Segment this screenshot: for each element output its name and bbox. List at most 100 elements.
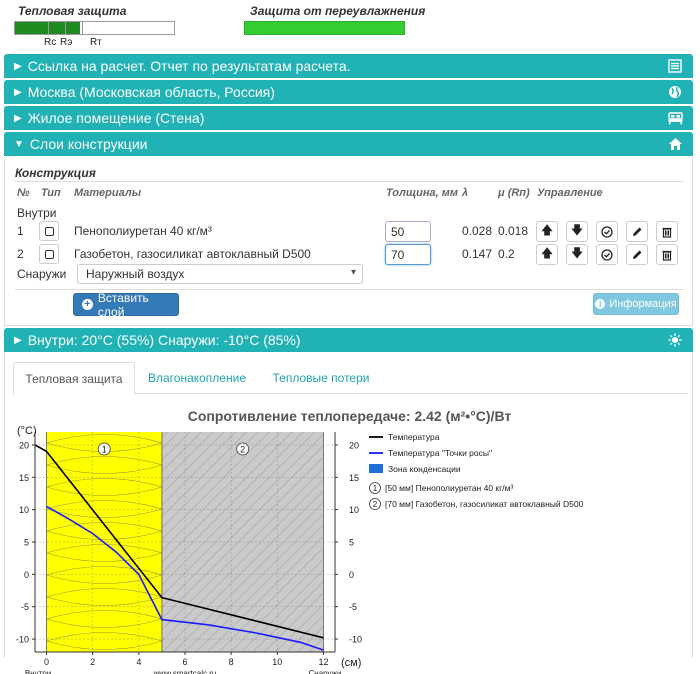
- move-up-button[interactable]: 🡅: [536, 244, 558, 265]
- insert-layer-button[interactable]: + Вставить слой: [73, 290, 179, 319]
- move-down-button[interactable]: 🡇: [566, 221, 588, 242]
- inside-caption: Внутри: [25, 669, 51, 674]
- y-tick-label-right: 10: [349, 505, 359, 515]
- dew-point-line: [46, 505, 324, 651]
- move-down-button[interactable]: 🡇: [566, 244, 588, 265]
- info-circle-icon: i: [595, 299, 606, 309]
- thermal-protection-fill: [15, 22, 81, 34]
- legend-layer-label: [70 мм] Газобетон, газосиликат автоклавн…: [385, 499, 584, 509]
- y-tick-label-left: 20: [19, 440, 29, 450]
- trash-icon: [662, 227, 672, 238]
- x-tick-label: 0: [44, 657, 49, 667]
- accordion-label: Ссылка на расчет. Отчет по результатам р…: [27, 58, 351, 74]
- info-label: Информация: [609, 298, 677, 310]
- header-materials: Материалы: [74, 187, 142, 199]
- check-button[interactable]: [596, 244, 618, 265]
- layer-thickness-input[interactable]: 70: [385, 244, 431, 265]
- caret-right-icon: ▶: [14, 86, 22, 98]
- legend-layer-label: [50 мм] Пенополиуретан 40 кг/м³: [385, 483, 513, 493]
- chart-title: Сопротивление теплопередаче: 2.42 (м²•°C…: [187, 408, 512, 424]
- caret-down-icon: ▼: [14, 138, 24, 150]
- insulation-wave: [46, 566, 163, 584]
- delete-button[interactable]: [656, 221, 678, 242]
- insert-layer-label: Вставить слой: [97, 290, 149, 319]
- accordion-room[interactable]: ▶ Жилое помещение (Стена): [4, 106, 693, 130]
- tab-moisture[interactable]: Влагонакопление: [147, 371, 246, 385]
- bed-icon: [667, 110, 683, 126]
- edit-button[interactable]: [626, 244, 648, 265]
- y-tick-label-right: -5: [349, 602, 357, 612]
- x-tick-label: 2: [90, 657, 95, 667]
- layer-num: 2: [17, 247, 24, 261]
- legend-swatch: [369, 464, 383, 473]
- inside-label: Внутри: [17, 206, 57, 220]
- thermal-protection-title: Тепловая защита: [18, 4, 127, 18]
- accordion-report-link[interactable]: ▶ Ссылка на расчет. Отчет по результатам…: [4, 54, 693, 78]
- caret-right-icon: ▶: [14, 60, 22, 72]
- trash-icon: [662, 250, 672, 261]
- accordion-label: Слои конструкции: [29, 136, 148, 152]
- layer-type-button[interactable]: [39, 221, 59, 241]
- layer-thickness-input[interactable]: 50: [385, 221, 431, 242]
- layer-number-label: 2: [240, 445, 245, 455]
- y-tick-label-left: 10: [19, 505, 29, 515]
- legend-label: Температура: [388, 432, 440, 442]
- square-icon: [44, 249, 54, 259]
- sun-icon: [667, 332, 683, 348]
- edit-button[interactable]: [626, 221, 648, 242]
- bar-tick: [65, 22, 66, 34]
- info-button[interactable]: i Информация: [593, 293, 679, 315]
- list-icon: [667, 58, 683, 74]
- delete-button[interactable]: [656, 244, 678, 265]
- insulation-wave: [46, 632, 163, 650]
- move-up-button[interactable]: 🡅: [536, 221, 558, 242]
- rc-label: Rc: [44, 37, 57, 48]
- check-button[interactable]: [596, 221, 618, 242]
- header-num: №: [17, 187, 30, 199]
- site-caption: www.smartcalc.ru: [153, 669, 217, 674]
- temperature-line: [34, 444, 324, 639]
- legend-label: Зона конденсации: [388, 464, 461, 474]
- square-icon: [44, 226, 54, 236]
- rt-label: Rт: [90, 37, 102, 48]
- y-tick-label-left: -10: [16, 635, 29, 645]
- layer-number-circle: [97, 442, 111, 456]
- insulation-wave: [46, 610, 163, 628]
- y-tick-label-right: 0: [349, 570, 354, 580]
- outside-label: Снаружи: [17, 267, 67, 281]
- tab-heat-loss[interactable]: Тепловые потери: [272, 371, 370, 385]
- accordion-layers[interactable]: ▼ Слои конструкции: [4, 132, 693, 156]
- legend-label: Температура "Точки росы": [388, 448, 492, 458]
- divider: [15, 181, 684, 182]
- y-tick-label-left: 0: [24, 570, 29, 580]
- construction-panel: Конструкция № Тип Материалы Толщина, мм …: [4, 158, 693, 326]
- accordion-climate[interactable]: ▶ Внутри: 20°C (55%) Снаружи: -10°C (85%…: [4, 328, 693, 352]
- y-tick-label-left: 15: [19, 473, 29, 483]
- y-tick-label-left: -5: [21, 602, 29, 612]
- tab-thermal[interactable]: Тепловая защита: [13, 362, 135, 395]
- legend-layer-circle: [369, 498, 381, 510]
- insulation-wave: [46, 588, 163, 606]
- layer-number-label: 1: [102, 445, 107, 455]
- y-tick-label-right: 5: [349, 538, 354, 548]
- layer-mu: 0.2: [498, 247, 515, 261]
- layer-material: Пенополиуретан 40 кг/м³: [74, 224, 212, 238]
- plus-circle-icon: +: [82, 299, 93, 310]
- layer-lambda: 0.028: [462, 224, 493, 238]
- globe-icon: [667, 84, 683, 100]
- outside-select[interactable]: Наружный воздух ▾: [77, 264, 363, 284]
- layer-type-button[interactable]: [39, 244, 59, 264]
- accordion-city[interactable]: ▶ Москва (Московская область, Россия): [4, 80, 693, 104]
- humidity-protection-title: Защита от переувлажнения: [250, 4, 426, 18]
- thermal-protection-bar: [14, 21, 175, 35]
- layer-mu: 0.018: [498, 224, 529, 238]
- home-icon: [667, 136, 683, 152]
- x-tick-label: 4: [136, 657, 141, 667]
- pencil-icon: [633, 227, 642, 236]
- y-axis-label: (°C): [17, 425, 37, 437]
- header-control: Управление: [537, 187, 603, 199]
- layer-material: Газобетон, газосиликат автоклавный D500: [74, 247, 311, 261]
- results-area: Тепловая защита Влагонакопление Тепловые…: [4, 352, 693, 674]
- insulation-wave: [46, 478, 163, 496]
- caret-right-icon: ▶: [14, 112, 22, 124]
